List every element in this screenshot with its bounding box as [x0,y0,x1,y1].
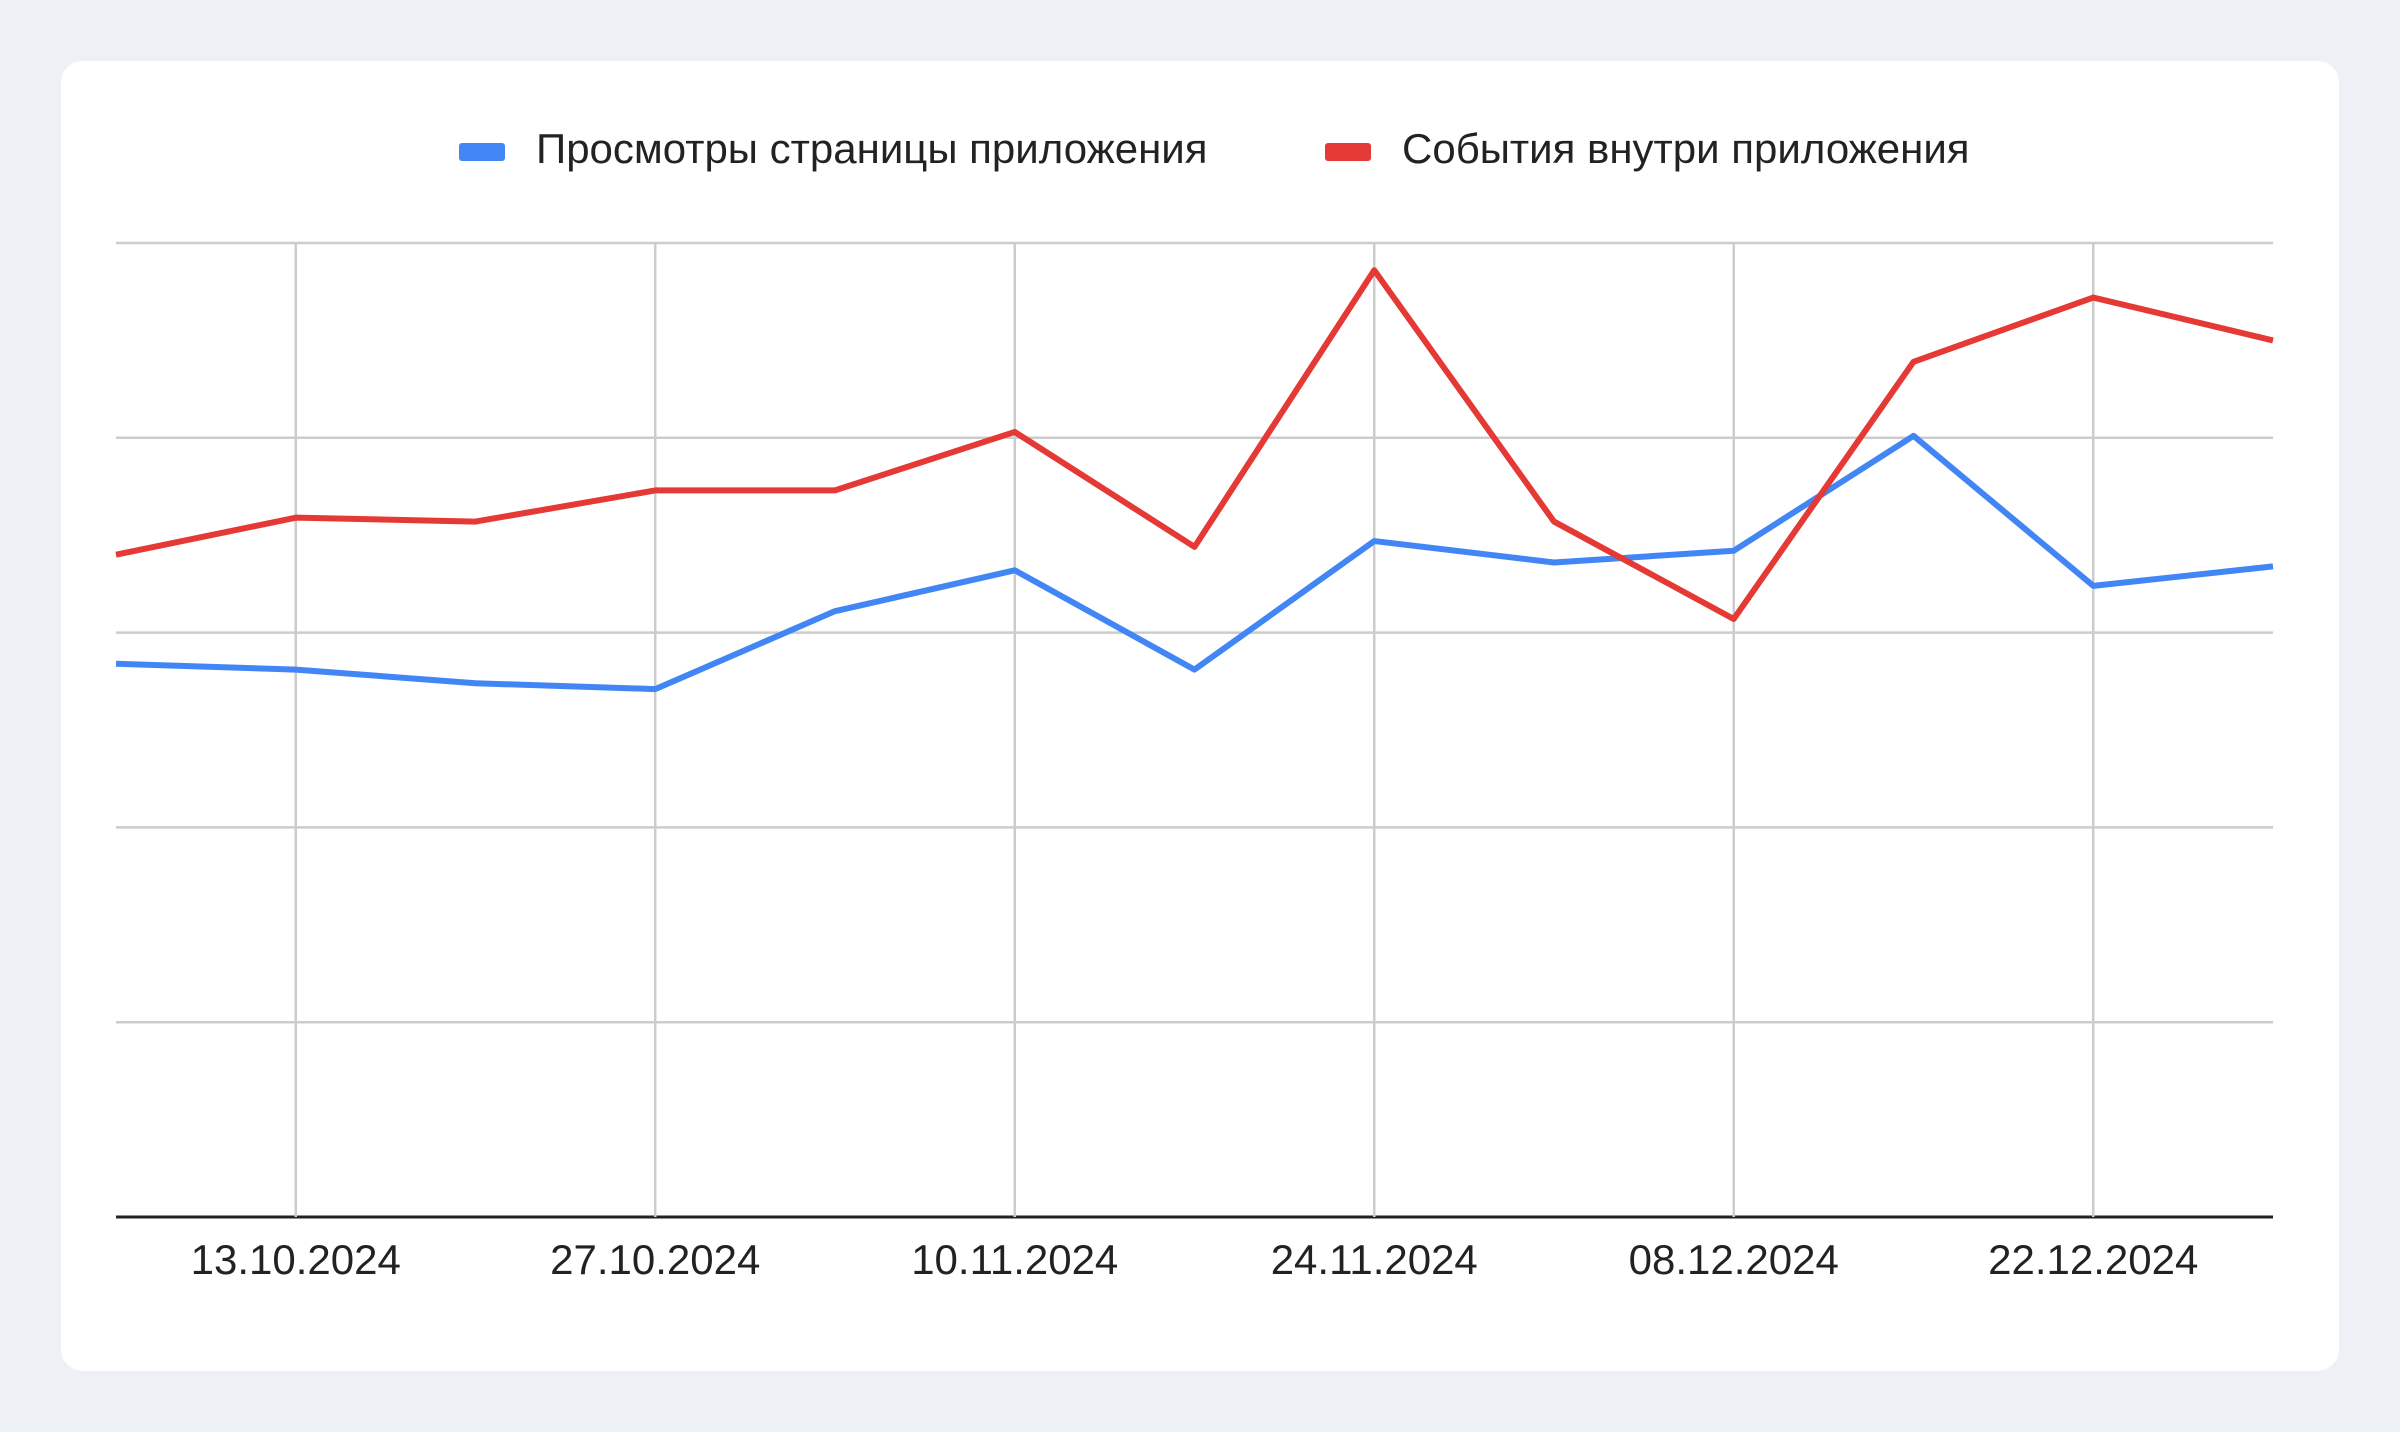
card [61,61,2339,1371]
x-tick-label: 10.11.2024 [911,1236,1118,1283]
x-tick-label: 13.10.2024 [191,1236,401,1283]
legend-swatch [459,143,505,161]
x-tick-label: 24.11.2024 [1271,1236,1478,1283]
x-tick-label: 08.12.2024 [1629,1236,1839,1283]
series-line [115,267,2274,622]
legend-label: События внутри приложения [1402,125,1970,172]
legend-label: Просмотры страницы приложения [536,125,1207,172]
legend-swatch [1325,143,1371,161]
x-tick-label: 22.12.2024 [1988,1236,2198,1283]
series-line [115,432,2274,693]
x-tick-label: 27.10.2024 [550,1236,760,1283]
